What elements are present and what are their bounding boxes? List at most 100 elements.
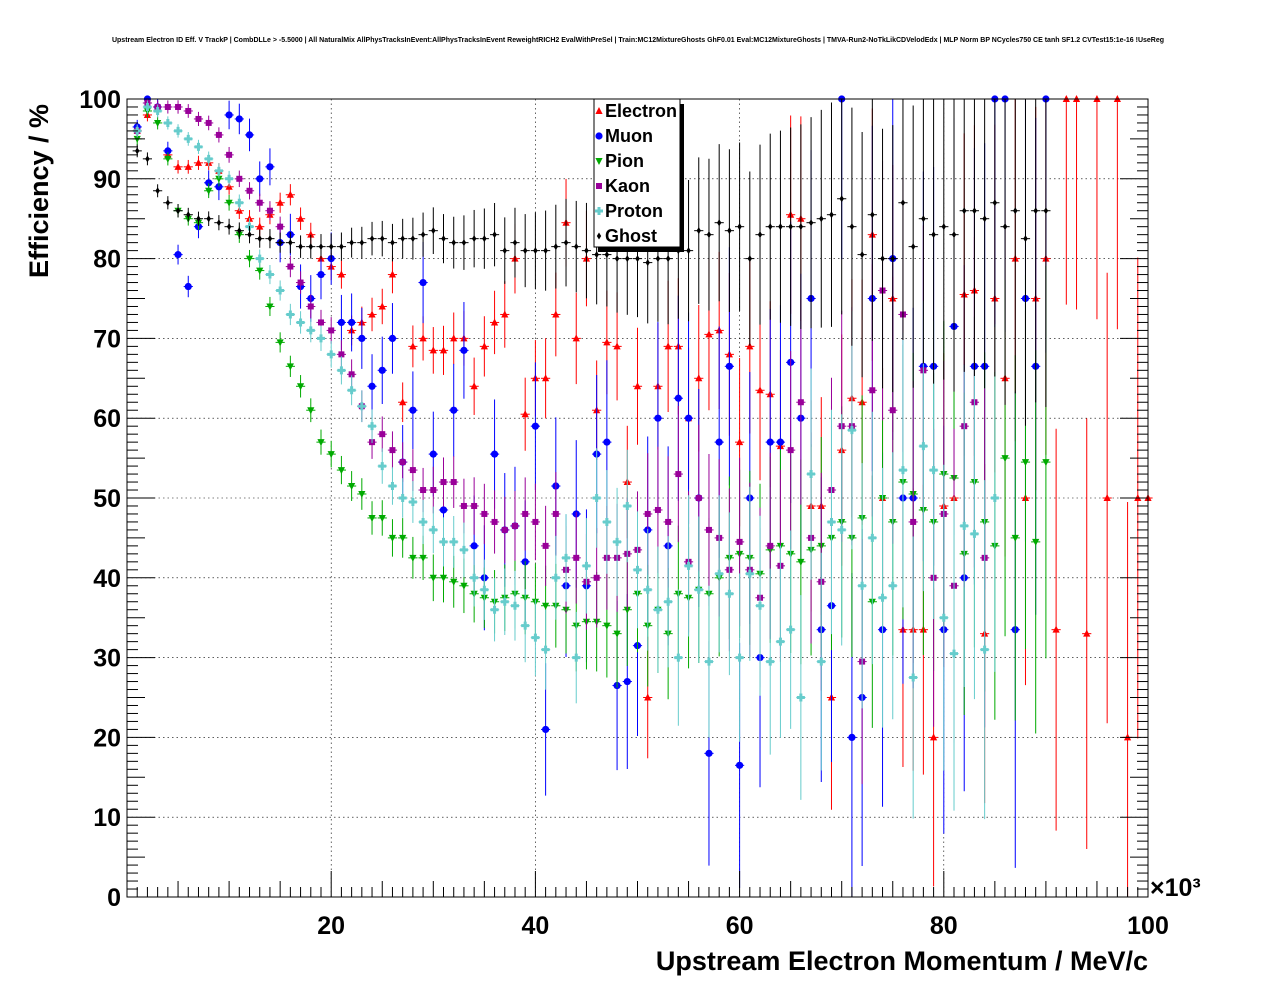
point-electron [542, 374, 550, 382]
x-tick-labels: 20 40 60 80 100 [317, 912, 1169, 940]
point-ghost [1043, 207, 1049, 215]
point-kaon [236, 175, 243, 182]
point-proton [316, 334, 325, 343]
point-ghost [778, 223, 783, 231]
point-muon [623, 677, 631, 686]
point-proton [653, 605, 662, 614]
point-muon [439, 506, 448, 514]
point-kaon [481, 510, 488, 517]
y-axis-title: Efficiency / % [24, 104, 54, 278]
point-pion [256, 267, 264, 275]
point-electron [337, 270, 346, 278]
point-proton [551, 573, 560, 582]
point-proton [296, 318, 305, 327]
point-muon [736, 761, 744, 769]
point-ghost [380, 235, 385, 243]
point-kaon [787, 447, 794, 454]
point-kaon [460, 502, 467, 509]
legend-marker-proton [595, 207, 603, 215]
point-muon [205, 179, 213, 187]
point-proton [449, 537, 458, 546]
point-ghost [390, 239, 395, 247]
point-kaon [164, 103, 171, 110]
point-proton [898, 466, 907, 475]
point-ghost [482, 235, 487, 243]
point-proton [929, 466, 938, 475]
legend-label-ghost: Ghost [605, 226, 657, 246]
point-ghost [604, 251, 610, 259]
point-pion [1011, 534, 1019, 542]
point-proton [990, 494, 999, 502]
point-proton [153, 106, 162, 115]
point-kaon [307, 303, 314, 310]
point-proton [837, 525, 846, 534]
point-proton [766, 657, 775, 666]
point-kaon [287, 263, 294, 270]
point-electron [184, 162, 192, 170]
point-electron [664, 342, 672, 350]
point-proton [715, 569, 724, 578]
point-electron [470, 382, 478, 390]
point-kaon [532, 518, 539, 525]
point-proton [582, 561, 591, 570]
y-tick-label: 20 [93, 724, 121, 752]
point-muon [184, 282, 192, 291]
point-proton [500, 597, 509, 606]
point-ghost [226, 223, 232, 231]
point-proton [398, 494, 407, 502]
point-proton [327, 350, 336, 359]
point-ghost [267, 235, 273, 243]
point-proton [265, 270, 274, 279]
point-electron [521, 410, 529, 418]
point-electron [368, 310, 376, 318]
x-tick-label: 80 [930, 912, 958, 940]
x-tick-label: 40 [521, 912, 549, 940]
point-muon [470, 542, 478, 550]
point-ghost [890, 255, 895, 263]
legend: Electron Muon Pion Kaon Proton Ghost [593, 98, 684, 252]
point-kaon [195, 115, 202, 122]
point-muon [317, 270, 325, 279]
point-pion [378, 514, 386, 522]
point-proton [684, 561, 693, 570]
point-proton [572, 653, 581, 662]
point-ghost [339, 243, 344, 251]
point-proton [980, 645, 989, 654]
point-kaon [175, 103, 182, 110]
point-ghost [308, 243, 313, 251]
point-electron [429, 346, 437, 354]
point-kaon [491, 518, 498, 525]
point-pion [327, 451, 335, 459]
point-ghost [165, 199, 171, 207]
point-kaon [256, 199, 263, 206]
point-proton [388, 482, 397, 491]
point-proton [950, 649, 959, 658]
point-ghost [1023, 235, 1028, 243]
point-muon [429, 450, 437, 458]
point-ghost [431, 227, 436, 235]
point-electron [439, 346, 448, 354]
legend-marker-pion [595, 158, 603, 165]
point-electron [194, 158, 203, 166]
point-proton [704, 657, 713, 666]
point-muon [725, 362, 733, 370]
point-muon [715, 438, 723, 446]
point-proton [562, 553, 571, 562]
point-ghost [686, 247, 691, 255]
point-electron [501, 310, 509, 318]
point-kaon [889, 407, 896, 414]
point-pion [409, 554, 417, 562]
point-electron [378, 302, 386, 310]
series-ghost [132, 99, 1051, 426]
chart-title: Upstream Electron ID Eff. V TrackP | Com… [112, 37, 1164, 44]
legend-label-muon: Muon [605, 126, 653, 146]
point-ghost [155, 187, 160, 195]
point-ghost [543, 247, 548, 255]
point-proton [337, 366, 346, 375]
point-pion [460, 582, 468, 590]
legend-entries: Electron Muon Pion Kaon Proton Ghost [595, 101, 677, 246]
point-proton [459, 545, 468, 554]
point-proton [214, 166, 223, 175]
point-electron [174, 162, 182, 170]
point-proton [429, 525, 438, 534]
